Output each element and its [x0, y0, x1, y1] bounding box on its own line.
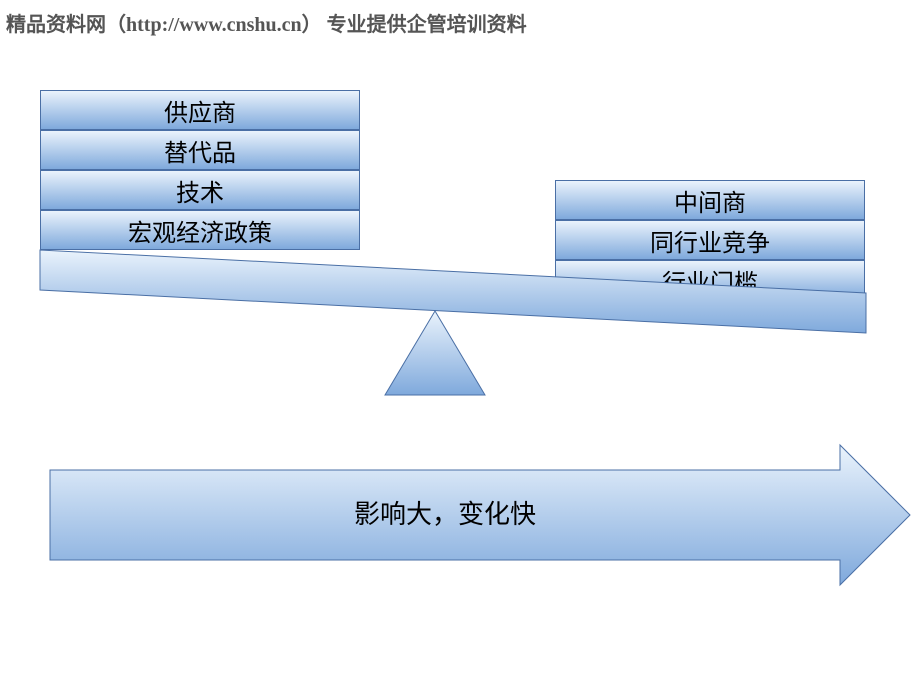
- right-factor-row: 行业门槛: [555, 260, 865, 300]
- left-factor-label: 宏观经济政策: [128, 213, 272, 248]
- right-factor-label: 同行业竞争: [650, 223, 770, 258]
- seesaw-fulcrum: [385, 311, 485, 395]
- left-factor-row: 供应商: [40, 90, 360, 130]
- left-factor-row: 替代品: [40, 130, 360, 170]
- slide-canvas: 精品资料网（http://www.cnshu.cn） 专业提供企管培训资料 供应…: [0, 0, 920, 690]
- left-factor-row: 技术: [40, 170, 360, 210]
- left-factor-label: 供应商: [164, 93, 236, 128]
- summary-arrow-label: 影响大，变化快: [354, 500, 536, 529]
- left-factor-label: 技术: [176, 173, 224, 208]
- summary-arrow: [50, 445, 910, 585]
- right-factor-label: 中间商: [674, 183, 746, 218]
- left-factor-label: 替代品: [164, 133, 236, 168]
- header-watermark: 精品资料网（http://www.cnshu.cn） 专业提供企管培训资料: [6, 8, 527, 37]
- left-factor-row: 宏观经济政策: [40, 210, 360, 250]
- right-factor-label: 行业门槛: [662, 263, 758, 298]
- right-factor-row: 同行业竞争: [555, 220, 865, 260]
- right-factor-row: 中间商: [555, 180, 865, 220]
